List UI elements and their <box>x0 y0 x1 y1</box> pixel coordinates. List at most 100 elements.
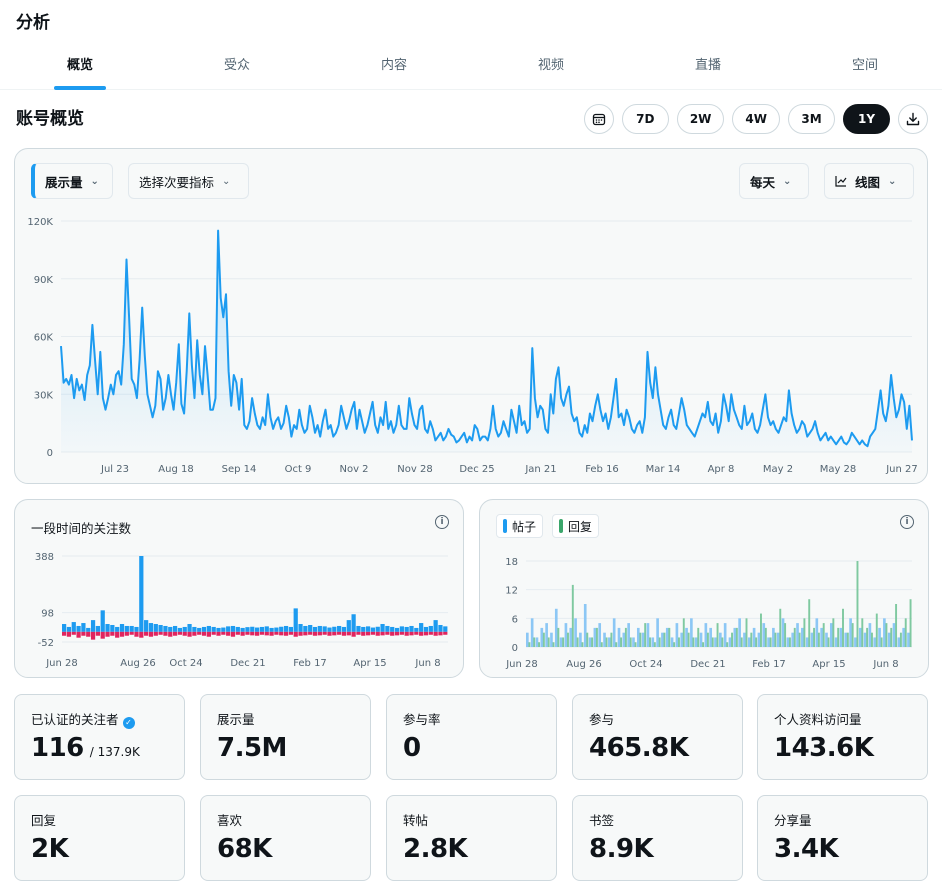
unfollow-bar <box>380 631 385 636</box>
replies-bar <box>649 637 651 647</box>
tab-live[interactable]: 直播 <box>694 58 721 73</box>
replies-bar <box>634 642 637 647</box>
date-range-selector: 7D 2W 4W 3M 1Y <box>583 104 928 134</box>
unfollow-bar <box>144 631 149 636</box>
chevron-down-icon: ⌄ <box>888 175 897 187</box>
follow-bar <box>211 626 216 632</box>
line-chart-icon <box>835 176 847 187</box>
replies-bar <box>904 618 907 647</box>
unfollow-bar <box>119 631 125 637</box>
replies-bar <box>842 608 844 647</box>
x-tick-label: Oct 24 <box>169 658 202 669</box>
unfollow-bar <box>187 631 192 637</box>
range-7d-button[interactable]: 7D <box>621 104 669 134</box>
info-icon[interactable]: i <box>900 515 914 529</box>
unfollow-bar <box>443 631 448 635</box>
range-1y-button[interactable]: 1Y <box>843 104 890 134</box>
replies-bar <box>851 623 854 647</box>
tab-overview[interactable]: 概览 <box>66 58 93 73</box>
replies-bar <box>557 627 560 647</box>
unfollow-bar <box>433 631 438 636</box>
follow-bar <box>317 625 322 632</box>
y-tick-label: 98 <box>41 609 54 620</box>
unfollow-bar <box>293 631 298 637</box>
unfollow-bar <box>192 631 197 636</box>
x-tick-label: Apr 15 <box>353 658 386 669</box>
range-4w-button[interactable]: 4W <box>732 104 780 134</box>
tab-audience[interactable]: 受众 <box>223 58 250 73</box>
unfollow-bar <box>390 631 395 636</box>
active-tab-indicator <box>54 86 106 90</box>
follow-bar <box>177 627 183 632</box>
posts-bar <box>636 627 640 647</box>
secondary-metric-dropdown[interactable]: 选择次要指标 ⌄ <box>128 163 249 199</box>
interval-dropdown[interactable]: 每天 ⌄ <box>739 163 809 199</box>
posts-bar <box>743 632 746 647</box>
follow-bar <box>375 626 380 632</box>
posts-bar <box>627 623 630 647</box>
follow-bar <box>390 626 395 632</box>
unfollow-bar <box>226 631 231 636</box>
tab-video[interactable]: 视频 <box>537 58 564 73</box>
metric-label: 参与率 <box>403 712 441 727</box>
legend-replies[interactable]: 回复 <box>552 514 600 538</box>
download-button[interactable] <box>898 104 928 134</box>
metric-label: 参与 <box>589 712 615 727</box>
posts-bar <box>593 627 597 647</box>
unfollow-bar <box>134 631 139 637</box>
unfollow-bar <box>163 631 168 636</box>
follow-bar <box>419 623 424 632</box>
posts-bar <box>685 627 688 647</box>
range-2w-button[interactable]: 2W <box>676 104 725 134</box>
follow-bar <box>327 627 332 632</box>
unfollow-bar <box>230 631 236 637</box>
metric-label: 展示量 <box>217 712 255 727</box>
follow-bar <box>168 626 173 632</box>
legend-posts[interactable]: 帖子 <box>496 514 544 538</box>
replies-bar <box>692 637 695 647</box>
unfollow-bar <box>351 631 356 637</box>
follow-bar <box>66 626 72 632</box>
x-tick-label: Mar 14 <box>646 464 681 475</box>
replies-bar <box>644 623 647 647</box>
follow-bar <box>129 625 134 632</box>
follow-bar <box>279 626 284 632</box>
tab-content[interactable]: 内容 <box>380 58 407 73</box>
posts-bar <box>526 632 529 647</box>
posts-bar <box>868 623 872 647</box>
replies-bar <box>846 632 849 647</box>
posts-bar <box>791 632 795 647</box>
chevron-down-icon: ⌄ <box>90 175 99 187</box>
unfollow-bar <box>438 631 443 636</box>
chart-type-dropdown[interactable]: 线图 ⌄ <box>824 163 914 199</box>
posts-bar <box>892 623 896 647</box>
follow-bar <box>322 626 327 632</box>
range-3m-button[interactable]: 3M <box>788 104 835 134</box>
posts-bar <box>665 627 669 647</box>
posts-bar <box>632 637 635 647</box>
posts-bar <box>680 632 684 647</box>
follow-bar <box>341 626 347 632</box>
info-icon[interactable]: i <box>435 515 449 529</box>
posts-bar <box>598 623 602 647</box>
x-tick-label: Sep 14 <box>222 464 257 475</box>
posts-bar <box>810 632 814 647</box>
metric-label: 已认证的关注者 ✓ <box>31 709 135 729</box>
calendar-button[interactable] <box>583 104 614 134</box>
replies-bar <box>755 637 758 647</box>
legend-posts-label: 帖子 <box>512 519 537 534</box>
metric-total-followers: / 137.9K <box>89 745 140 759</box>
primary-metric-dropdown[interactable]: 展示量 ⌄ <box>31 163 113 199</box>
follow-bar <box>250 626 255 632</box>
replies-bar <box>581 642 584 647</box>
posts-bar <box>709 627 713 647</box>
x-tick-label: Aug 26 <box>120 658 155 669</box>
tab-spaces[interactable]: 空间 <box>851 58 878 73</box>
unfollow-bar <box>100 631 105 639</box>
replies-bar <box>639 632 642 647</box>
x-tick-label: Feb 17 <box>752 659 786 670</box>
posts-bar <box>719 632 722 647</box>
replies-swatch <box>559 519 563 533</box>
unfollow-bar <box>105 631 110 637</box>
posts-bar <box>907 632 910 647</box>
